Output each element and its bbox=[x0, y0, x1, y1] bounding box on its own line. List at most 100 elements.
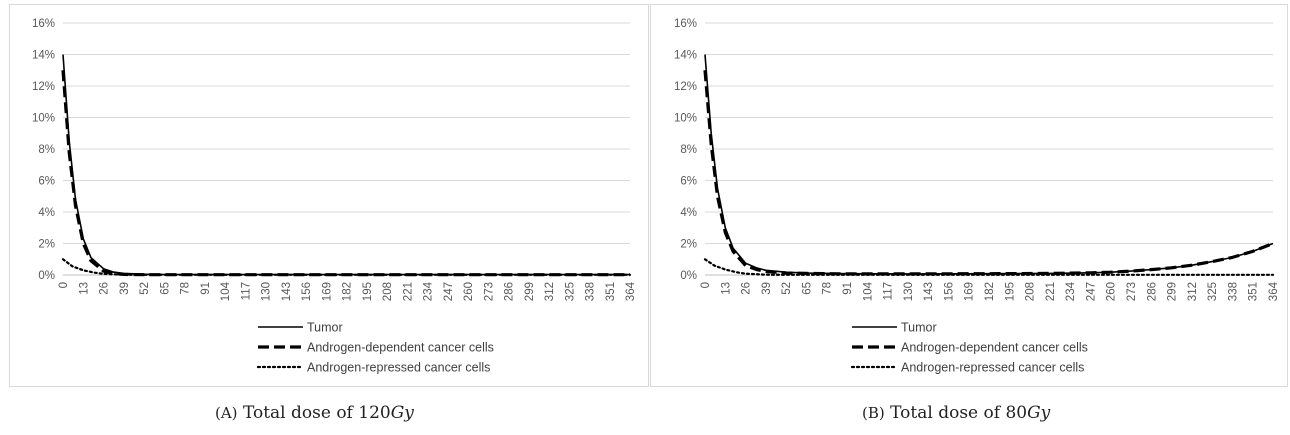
y-tick-label: 12% bbox=[32, 81, 55, 93]
x-tick-label: 325 bbox=[564, 282, 576, 301]
x-tick-label: 234 bbox=[1065, 281, 1077, 301]
x-tick-label: 260 bbox=[1106, 282, 1118, 301]
x-tick-label: 286 bbox=[1146, 282, 1158, 301]
caption-a-tag: (A) bbox=[215, 404, 238, 422]
caption-a-text: Total dose of 120 bbox=[242, 403, 391, 423]
series-line-dotted bbox=[61, 258, 632, 276]
x-tick-label: 299 bbox=[524, 282, 536, 301]
y-tick-label: 8% bbox=[680, 144, 697, 156]
caption-b-unit: Gy bbox=[1027, 403, 1051, 423]
caption-a: (A) Total dose of 120Gy bbox=[215, 403, 414, 423]
y-tick-label: 2% bbox=[38, 239, 55, 251]
y-tick-label: 10% bbox=[674, 113, 697, 125]
x-tick-label: 351 bbox=[605, 282, 617, 301]
x-tick-label: 52 bbox=[139, 282, 151, 295]
y-tick-label: 10% bbox=[32, 113, 55, 125]
y-tick-label: 14% bbox=[674, 50, 697, 62]
x-tick-label: 312 bbox=[1187, 282, 1199, 301]
legend-label: Tumor bbox=[901, 321, 937, 335]
x-tick-label: 286 bbox=[504, 282, 516, 301]
x-tick-label: 78 bbox=[180, 282, 192, 295]
x-tick-label: 169 bbox=[321, 282, 333, 301]
x-tick-label: 325 bbox=[1207, 282, 1219, 301]
x-tick-label: 312 bbox=[544, 282, 556, 301]
x-tick-label: 208 bbox=[382, 282, 394, 301]
x-tick-label: 65 bbox=[801, 282, 813, 295]
y-tick-label: 0% bbox=[38, 270, 55, 282]
y-tick-label: 2% bbox=[680, 239, 697, 251]
x-tick-label: 221 bbox=[1045, 282, 1057, 301]
x-tick-label: 182 bbox=[984, 282, 996, 301]
x-tick-label: 117 bbox=[240, 282, 252, 300]
legend-label: Androgen-dependent cancer cells bbox=[307, 341, 494, 355]
x-tick-label: 13 bbox=[720, 282, 732, 295]
caption-b-tag: (B) bbox=[862, 404, 885, 422]
chart-panel-a: 0% 2% 4% 6% 8% 10% 12% 14% 16% 0 13 26 39 52 65 78 91 104… bbox=[9, 4, 649, 387]
legend-label: Androgen-repressed cancer cells bbox=[307, 361, 490, 375]
x-tick-label: 260 bbox=[463, 282, 475, 301]
x-tick-label: 26 bbox=[99, 282, 111, 295]
y-tick-label: 4% bbox=[680, 207, 697, 219]
y-tick-label: 6% bbox=[38, 176, 55, 188]
series-line-dotted bbox=[703, 258, 1275, 276]
x-tick-label: 195 bbox=[1004, 282, 1016, 301]
x-tick-label: 221 bbox=[402, 282, 414, 301]
x-tick-label: 195 bbox=[362, 282, 374, 301]
series-line-solid bbox=[704, 54, 1274, 275]
chart-a-plot: 0% 2% 4% 6% 8% 10% 12% 14% 16% 0 13 26 39 52 65 78 91 104… bbox=[32, 18, 637, 375]
x-tick-label: 0 bbox=[700, 282, 712, 288]
x-tick-label: 130 bbox=[261, 282, 273, 301]
legend-label: Tumor bbox=[307, 321, 343, 335]
x-tick-label: 104 bbox=[220, 281, 232, 301]
series-line-dashed bbox=[61, 70, 630, 277]
x-tick-label: 364 bbox=[1268, 281, 1280, 301]
x-tick-label: 130 bbox=[903, 282, 915, 301]
x-tick-label: 208 bbox=[1025, 282, 1037, 301]
x-tick-label: 247 bbox=[1085, 282, 1097, 301]
y-tick-label: 0% bbox=[680, 270, 697, 282]
x-tick-label: 351 bbox=[1248, 282, 1260, 301]
series-line-dashed bbox=[703, 70, 1274, 276]
x-tick-label: 247 bbox=[443, 282, 455, 301]
x-tick-label: 338 bbox=[1227, 282, 1239, 301]
y-tick-label: 12% bbox=[674, 81, 697, 93]
legend-label: Androgen-dependent cancer cells bbox=[901, 341, 1088, 355]
y-tick-label: 16% bbox=[32, 18, 55, 30]
x-tick-label: 39 bbox=[761, 282, 773, 295]
x-tick-label: 169 bbox=[964, 282, 976, 301]
x-tick-label: 78 bbox=[822, 282, 834, 295]
y-tick-label: 14% bbox=[32, 50, 55, 62]
x-tick-label: 52 bbox=[781, 282, 793, 295]
y-tick-label: 6% bbox=[680, 176, 697, 188]
x-tick-label: 117 bbox=[883, 282, 895, 300]
x-tick-label: 104 bbox=[862, 281, 874, 301]
caption-b-text: Total dose of 80 bbox=[890, 403, 1028, 423]
x-tick-label: 13 bbox=[78, 282, 90, 295]
x-tick-label: 143 bbox=[281, 282, 293, 301]
x-tick-label: 39 bbox=[119, 282, 131, 295]
x-tick-label: 0 bbox=[58, 282, 70, 288]
x-tick-label: 143 bbox=[923, 282, 935, 301]
x-tick-label: 299 bbox=[1167, 282, 1179, 301]
caption-a-unit: Gy bbox=[390, 403, 414, 423]
x-tick-label: 156 bbox=[943, 282, 955, 301]
chart-panel-b: 0% 2% 4% 6% 8% 10% 12% 14% 16% 0 13 26 39 52 65 78 91 104… bbox=[650, 4, 1288, 387]
x-tick-label: 273 bbox=[483, 282, 495, 301]
y-tick-label: 8% bbox=[38, 144, 55, 156]
x-tick-label: 91 bbox=[842, 282, 854, 295]
y-tick-label: 4% bbox=[38, 207, 55, 219]
legend-label: Androgen-repressed cancer cells bbox=[901, 361, 1084, 375]
x-tick-label: 234 bbox=[423, 281, 435, 301]
x-tick-label: 182 bbox=[342, 282, 354, 301]
x-tick-label: 273 bbox=[1126, 282, 1138, 301]
caption-b: (B) Total dose of 80Gy bbox=[862, 403, 1050, 423]
series-line-solid bbox=[62, 54, 630, 276]
x-tick-label: 156 bbox=[301, 282, 313, 301]
chart-b-plot: 0% 2% 4% 6% 8% 10% 12% 14% 16% 0 13 26 39 52 65 78 91 104… bbox=[674, 18, 1280, 375]
x-tick-label: 91 bbox=[200, 282, 212, 295]
y-tick-label: 16% bbox=[674, 18, 697, 30]
x-tick-label: 364 bbox=[625, 281, 637, 301]
x-tick-label: 26 bbox=[741, 282, 753, 295]
x-tick-label: 338 bbox=[585, 282, 597, 301]
x-tick-label: 65 bbox=[159, 282, 171, 295]
